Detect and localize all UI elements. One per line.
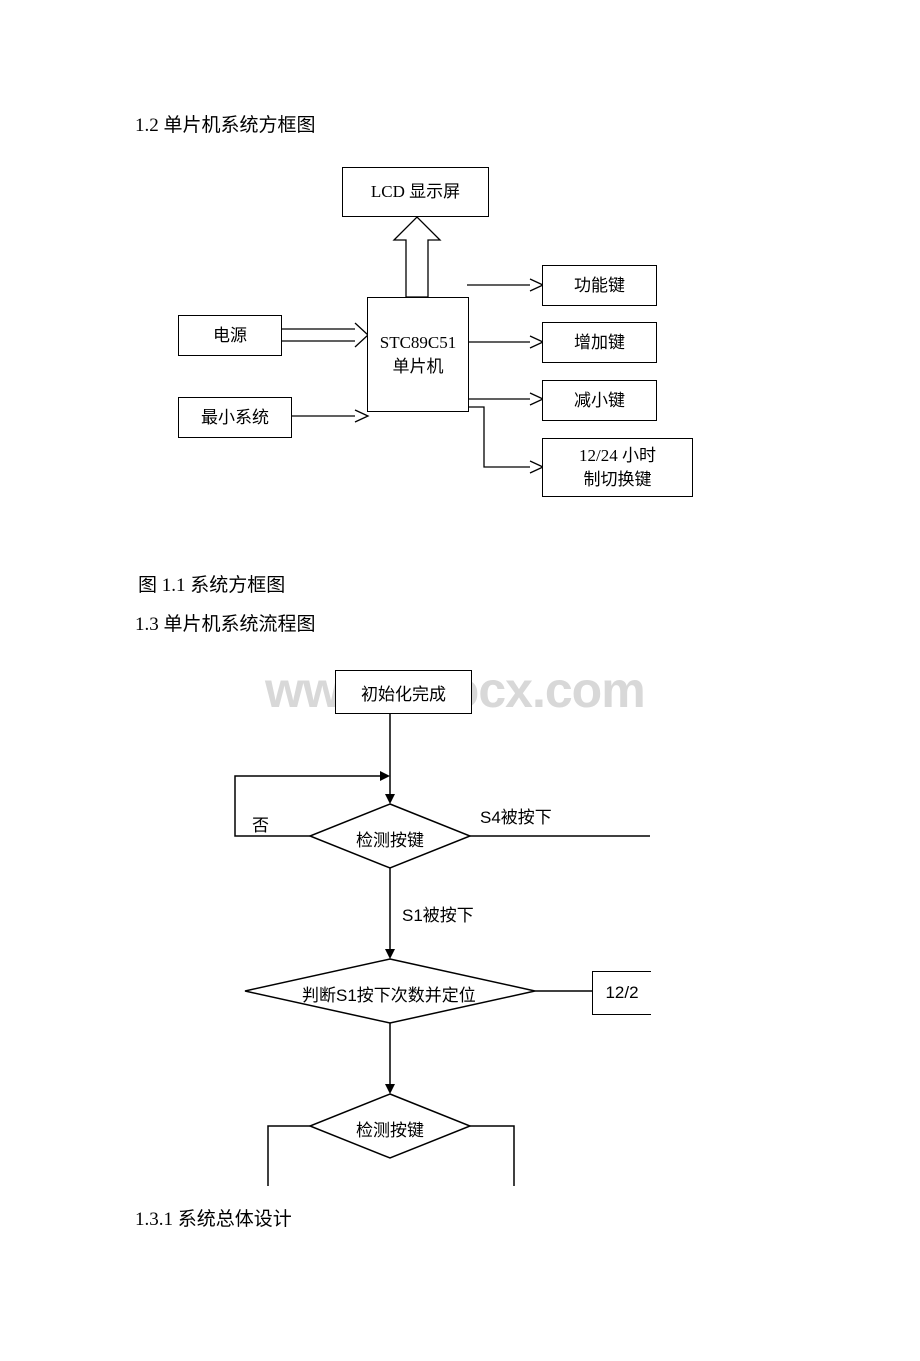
node-power: 电源 [178,315,282,356]
flow-node-init-label: 初始化完成 [361,680,446,705]
node-toggle: 12/24 小时制切换键 [542,438,693,497]
flow-label-no: 否 [252,811,269,836]
flow-node-1224: 12/2 [592,971,651,1015]
node-minsys: 最小系统 [178,397,292,438]
flow-label-s4: S4被按下 [480,803,552,828]
node-inc-label: 增加键 [574,331,625,355]
node-dec-label: 减小键 [574,389,625,413]
flow-node-1224-label: 12/2 [605,983,638,1003]
flowchart: www.bdocx.com 初始化完成 [210,656,650,1186]
flow-label-s1: S1被按下 [402,901,474,926]
node-power-label: 电源 [213,324,247,348]
flow-node-judge-label: 判断S1按下次数并定位 [302,981,476,1006]
node-func-label: 功能键 [574,274,625,298]
flow-node-check2-label: 检测按键 [356,1116,424,1141]
heading-1-2: 1.2 单片机系统方框图 [135,110,785,137]
node-mcu: STC89C51单片机 [367,297,469,412]
node-lcd: LCD 显示屏 [342,167,489,217]
flow-node-init: 初始化完成 [335,670,472,714]
node-lcd-label: LCD 显示屏 [371,180,460,204]
block-diagram: LCD 显示屏 STC89C51单片机 电源 最小系统 功能键 增加键 减小键 … [172,167,712,532]
caption-1-1: 图 1.1 系统方框图 [138,570,785,597]
node-func: 功能键 [542,265,657,306]
node-mcu-label: STC89C51单片机 [380,331,457,379]
node-dec: 减小键 [542,380,657,421]
flow-node-check1-label: 检测按键 [356,826,424,851]
node-inc: 增加键 [542,322,657,363]
heading-1-3-1: 1.3.1 系统总体设计 [135,1204,785,1231]
node-minsys-label: 最小系统 [201,406,269,430]
heading-1-3: 1.3 单片机系统流程图 [135,609,785,636]
page-content: 1.2 单片机系统方框图 [0,0,920,1361]
node-toggle-label: 12/24 小时制切换键 [579,444,656,492]
